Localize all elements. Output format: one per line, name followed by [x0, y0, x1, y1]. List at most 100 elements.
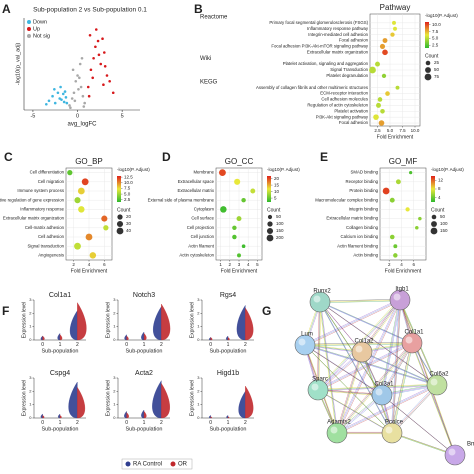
x-tick-label: 2 [76, 342, 79, 348]
violin-half [77, 386, 86, 419]
point [70, 97, 74, 100]
legend-label: Not sig [33, 33, 50, 39]
dot [389, 234, 395, 240]
x-tick-label: 6 [412, 262, 415, 267]
dot [385, 91, 390, 96]
legend-swatch [27, 34, 31, 38]
dot [405, 207, 410, 212]
x-tick-label: 2 [229, 262, 232, 267]
x-axis-label: Sub-population [209, 348, 246, 354]
colorbar-tick-label: 5.0 [432, 36, 439, 41]
y-tick-label: Extracellular matrix organization [307, 49, 369, 54]
edge [319, 299, 400, 302]
size-legend-label: 50 [276, 214, 282, 219]
y-tick-label: Actin filament [188, 243, 215, 248]
point [96, 39, 100, 43]
node-highlight [393, 293, 401, 301]
y-axis-label: Expression level [189, 380, 195, 416]
dot [377, 97, 383, 102]
point [53, 101, 57, 105]
y-tick-label: 3 [29, 375, 32, 380]
plot-frame [379, 167, 427, 261]
y-tick-label: Receptor binding [346, 179, 379, 184]
point [59, 85, 62, 89]
size-legend-dot [266, 234, 274, 242]
y-tick-label: Integrin-mediated cell adhesion [308, 32, 368, 37]
violin-half [227, 416, 230, 419]
edge [391, 384, 438, 434]
y-tick-label: Signal transduction [27, 243, 64, 248]
violin-half [226, 415, 229, 419]
edge [391, 342, 413, 434]
y-tick-label: 0 [197, 337, 200, 342]
edge [304, 344, 438, 386]
violin-half [141, 331, 145, 341]
point [105, 74, 109, 77]
point [97, 53, 101, 57]
y-tick-label: 1 [29, 324, 32, 329]
point [53, 88, 56, 91]
dot [395, 85, 400, 90]
dot [376, 102, 381, 108]
legend-label: Up [33, 26, 40, 32]
x-tick-label: 1 [227, 420, 230, 426]
edge [319, 301, 413, 344]
x-axis-label: Sub-population [41, 348, 78, 354]
edge [319, 301, 392, 433]
size-legend-dot [267, 214, 273, 220]
node-highlight [311, 383, 319, 391]
edge [305, 345, 383, 396]
size-legend-dot [431, 214, 437, 220]
edge [337, 385, 438, 434]
edge [305, 300, 401, 346]
edge [317, 342, 412, 390]
colorbar [117, 176, 121, 202]
x-axis-label: Fold Enrichment [221, 268, 258, 274]
node-label: Pcolce [385, 420, 404, 426]
x-axis-label: Sub-population [125, 348, 162, 354]
point [103, 65, 107, 68]
y-tick-label: 1 [197, 324, 200, 329]
panel-letter: B [194, 2, 203, 16]
edge [318, 390, 393, 434]
node-highlight [405, 336, 413, 344]
x-axis-label: Sub-population [41, 426, 78, 432]
point [111, 91, 115, 95]
x-tick-label: 0 [125, 342, 128, 348]
y-tick-label: ECM-receptor interaction [320, 91, 368, 96]
colorbar-tick-label: 2.5 [432, 42, 439, 47]
y-tick-label: 3 [29, 297, 32, 302]
size-legend-label: 100 [440, 221, 448, 226]
chart-title: Sub-population 2 vs Sub-population 0.1 [33, 7, 147, 14]
y-axis-label: Expression level [189, 302, 195, 338]
legend-label: RA Control [133, 462, 162, 468]
node [426, 374, 448, 396]
violin-half [42, 335, 45, 341]
colorbar-tick-label: 7.5 [124, 186, 131, 191]
panel-letter: G [262, 304, 271, 318]
node-highlight [385, 426, 393, 434]
y-tick-label: Immune system process [17, 188, 64, 193]
violin-half [126, 412, 129, 419]
node-label: Col1a2 [354, 339, 374, 345]
y-tick-label: 2 [197, 388, 200, 393]
dot [369, 66, 376, 74]
x-axis-label: Sub-population [125, 426, 162, 432]
y-tick-label: Membrane [193, 170, 214, 175]
y-tick-label: 3 [113, 375, 116, 380]
y-tick-label: SMAD binding [351, 170, 379, 175]
edge [317, 389, 383, 396]
edge [382, 300, 401, 396]
edge [304, 299, 400, 345]
x-tick-label: 10.0 [411, 128, 420, 133]
size-legend-label: 25 [434, 60, 440, 65]
node [371, 384, 393, 406]
dot [389, 197, 395, 203]
edge [412, 343, 456, 456]
violin-half [58, 413, 61, 419]
y-tick-label: 3 [197, 375, 200, 380]
violin-half [161, 382, 170, 419]
edge [361, 351, 438, 386]
point [78, 76, 81, 80]
dot [382, 49, 388, 56]
